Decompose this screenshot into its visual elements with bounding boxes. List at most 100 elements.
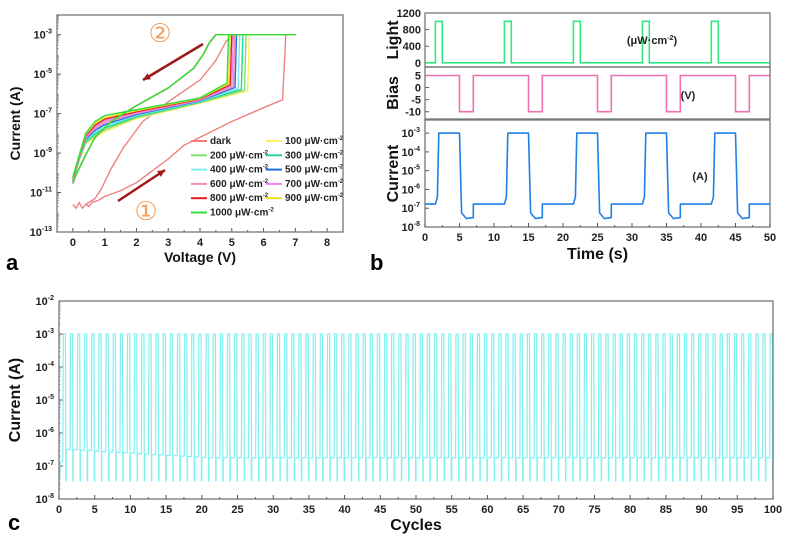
- cycling-current-line: [58, 333, 774, 491]
- x-tick-label-b: 45: [729, 232, 741, 244]
- y-tick-label-c: 10-7: [36, 460, 55, 473]
- y-tick-label-b0: 400: [403, 41, 421, 53]
- y-tick-label-b2: 10-7: [402, 202, 421, 215]
- unit-label-bias: (V): [681, 90, 696, 102]
- x-tick-label-c: 75: [588, 504, 600, 516]
- x-tick-label-c: 45: [374, 504, 386, 516]
- y-tick-label-a: 10-11: [30, 187, 52, 200]
- legend-label: 700 μW·cm-2: [285, 179, 344, 190]
- y-tick-label-c: 10-6: [36, 427, 55, 440]
- legend-label: 900 μW·cm-2: [285, 193, 344, 204]
- x-tick-label-c: 70: [553, 504, 565, 516]
- y-axis-label-a: Current (A): [7, 87, 23, 161]
- legend-label: 100 μW·cm-2: [285, 136, 344, 147]
- y-tick-label-b1: 0: [415, 83, 421, 95]
- panel-b: 12008004000Light50-5-10Bias(μW·cm-2)(V)1…: [385, 8, 776, 263]
- plot-frame-b-bias: [424, 66, 771, 120]
- x-axis-label-a: Voltage (V): [164, 249, 236, 265]
- x-tick-label-c: 95: [731, 504, 743, 516]
- x-tick-label-c: 30: [267, 504, 279, 516]
- unit-label-light: (μW·cm-2): [627, 35, 678, 47]
- x-tick-label-a: 7: [292, 237, 298, 249]
- series-line-200: [72, 34, 296, 185]
- x-tick-label-c: 55: [446, 504, 458, 516]
- x-tick-label-b: 40: [695, 232, 707, 244]
- x-tick-label-c: 25: [231, 504, 243, 516]
- y-tick-label-a: 10-9: [34, 147, 53, 160]
- legend-label: 600 μW·cm-2: [210, 179, 269, 190]
- x-tick-label-a: 5: [229, 237, 235, 249]
- signal-line-light: [425, 20, 770, 64]
- series-line-dark: [72, 34, 296, 209]
- x-axis-label-c: Cycles: [390, 517, 442, 534]
- y-tick-label-b2: 10-4: [402, 146, 421, 159]
- y-tick-label-b2: 10-8: [402, 221, 421, 234]
- signal-line-current: [425, 132, 770, 220]
- x-tick-label-c: 60: [481, 504, 493, 516]
- circled-number-2: ②: [148, 19, 171, 49]
- x-tick-label-b: 20: [557, 232, 569, 244]
- y-tick-label-b0: 800: [403, 25, 421, 37]
- x-tick-label-a: 1: [102, 237, 108, 249]
- x-tick-label-c: 5: [92, 504, 98, 516]
- x-axis-label-b: Time (s): [567, 246, 628, 263]
- y-tick-label-b1: -5: [411, 95, 421, 107]
- y-tick-label-c: 10-2: [36, 295, 55, 308]
- unit-label-current: (A): [692, 171, 708, 183]
- y-tick-label-a: 10-5: [34, 68, 53, 81]
- panel-label-c: c: [8, 510, 20, 535]
- x-tick-label-b: 35: [660, 232, 672, 244]
- x-tick-label-a: 4: [197, 237, 204, 249]
- y-tick-label-a: 10-3: [34, 29, 53, 42]
- x-tick-label-b: 5: [456, 232, 462, 244]
- x-tick-label-c: 85: [660, 504, 672, 516]
- x-tick-label-b: 10: [488, 232, 500, 244]
- legend-label: 1000 μW·cm-2: [210, 208, 274, 219]
- x-tick-label-c: 15: [160, 504, 172, 516]
- legend-label: 300 μW·cm-2: [285, 150, 344, 161]
- x-tick-label-a: 0: [70, 237, 76, 249]
- x-tick-label-c: 50: [410, 504, 422, 516]
- y-tick-label-b1: -10: [405, 107, 421, 119]
- y-axis-label-b-current: Current: [385, 144, 402, 202]
- x-tick-label-c: 0: [56, 504, 62, 516]
- x-tick-label-c: 80: [624, 504, 636, 516]
- y-axis-label-b-light: Light: [385, 20, 402, 60]
- x-tick-label-c: 10: [124, 504, 136, 516]
- plot-frame-a: [56, 14, 344, 233]
- y-tick-label-b1: 5: [415, 70, 421, 82]
- legend-label: 200 μW·cm-2: [210, 150, 269, 161]
- x-tick-label-b: 0: [422, 232, 428, 244]
- x-tick-label-c: 35: [303, 504, 315, 516]
- x-tick-label-c: 100: [764, 504, 782, 516]
- panel-a: 0 1 2 3 4 5 6 7 8 10-3 10-5 10-7 10-9 10-11 10-13 Volta…: [7, 14, 344, 265]
- y-axis-label-b-bias: Bias: [385, 76, 402, 110]
- y-tick-label-c: 10-8: [36, 493, 55, 506]
- legend-label: 400 μW·cm-2: [210, 165, 269, 176]
- legend-label: 800 μW·cm-2: [210, 193, 269, 204]
- x-tick-label-c: 20: [196, 504, 208, 516]
- y-tick-label-c: 10-3: [36, 328, 55, 341]
- y-tick-label-c: 10-4: [36, 361, 55, 374]
- x-tick-label-b: 50: [764, 232, 776, 244]
- x-tick-label-c: 65: [517, 504, 529, 516]
- signal-line-bias: [425, 74, 770, 113]
- panel-label-a: a: [6, 250, 19, 275]
- panel-c: 10-2 10-3 10-4 10-5 10-6 10-7 10-80 5 10 15 20 25 30…: [7, 295, 782, 534]
- arrow-forward-icon-head: [157, 170, 165, 177]
- x-tick-label-a: 3: [165, 237, 171, 249]
- y-tick-label-b2: 10-5: [402, 165, 421, 178]
- panel-label-b: b: [370, 250, 383, 275]
- x-tick-label-a: 6: [260, 237, 266, 249]
- y-tick-label-b2: 10-3: [402, 127, 421, 140]
- x-tick-label-c: 90: [695, 504, 707, 516]
- x-tick-label-c: 40: [338, 504, 350, 516]
- legend-label: dark: [210, 136, 232, 147]
- x-tick-label-b: 25: [591, 232, 603, 244]
- y-tick-label-b2: 10-6: [402, 183, 421, 196]
- y-tick-label-c: 10-5: [36, 394, 55, 407]
- circled-number-1: ①: [134, 197, 157, 227]
- y-tick-label-b0: 0: [415, 58, 421, 70]
- y-tick-label-a: 10-7: [34, 108, 53, 121]
